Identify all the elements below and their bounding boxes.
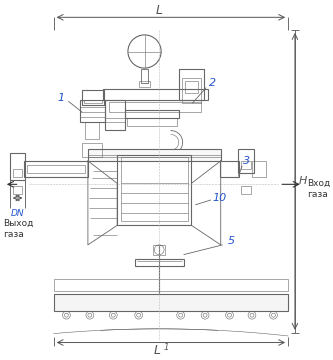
Bar xyxy=(179,69,204,100)
Bar xyxy=(184,81,198,93)
Bar xyxy=(127,118,177,126)
Bar xyxy=(141,69,149,83)
Text: Вход: Вход xyxy=(307,179,330,188)
Bar xyxy=(54,294,288,311)
Text: газа: газа xyxy=(3,230,24,239)
Text: DN: DN xyxy=(11,209,24,218)
Text: L: L xyxy=(154,344,161,357)
Text: 5: 5 xyxy=(228,236,235,246)
Text: H: H xyxy=(299,176,307,186)
Text: газа: газа xyxy=(307,190,327,199)
Text: 10: 10 xyxy=(212,193,227,203)
Bar xyxy=(135,258,183,266)
Bar xyxy=(117,155,191,225)
Bar xyxy=(106,100,125,130)
Text: 3: 3 xyxy=(242,156,250,166)
Text: Выход: Выход xyxy=(3,219,33,228)
Bar xyxy=(27,165,85,172)
Bar xyxy=(88,149,221,161)
Bar xyxy=(84,100,102,103)
Bar xyxy=(109,102,201,112)
Text: 1: 1 xyxy=(164,343,169,352)
Bar xyxy=(13,169,22,176)
Text: 2: 2 xyxy=(209,78,216,88)
Bar xyxy=(181,78,201,103)
Bar xyxy=(139,81,151,87)
Bar xyxy=(220,161,239,176)
Text: L: L xyxy=(156,4,163,17)
Bar xyxy=(85,122,99,139)
Bar xyxy=(121,157,187,221)
Bar xyxy=(241,161,251,169)
Bar xyxy=(238,149,254,172)
Bar xyxy=(24,161,88,176)
Bar xyxy=(80,100,106,122)
Bar xyxy=(82,90,104,105)
Bar xyxy=(241,186,251,194)
Bar xyxy=(13,186,22,194)
Bar xyxy=(125,110,179,118)
Bar xyxy=(54,279,288,291)
Bar xyxy=(82,143,102,157)
Bar xyxy=(252,161,266,176)
Bar xyxy=(10,153,25,180)
Bar xyxy=(103,89,208,100)
Text: 1: 1 xyxy=(57,93,64,103)
Bar xyxy=(153,245,165,255)
